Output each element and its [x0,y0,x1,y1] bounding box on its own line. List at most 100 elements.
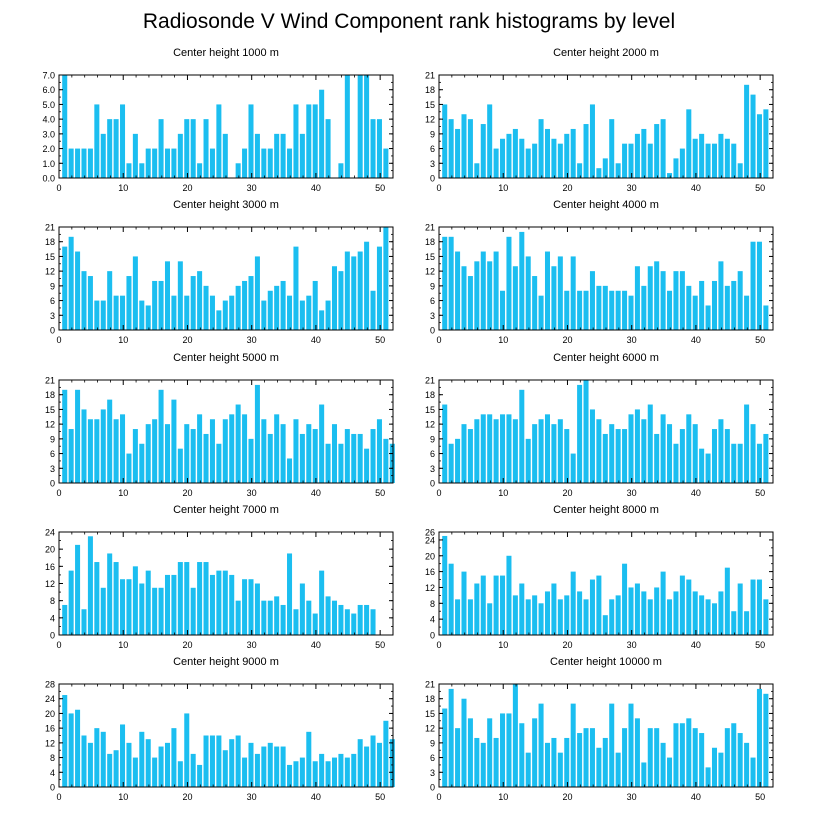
bar [647,143,653,178]
panel-10: Center height 10000 m 0 3 6 9 12 15 18 21 0 10 20 30… [425,656,774,802]
bar [306,731,312,787]
bar [487,414,493,483]
bar [68,236,74,330]
bar [357,251,363,330]
y-tick-label: 1.0 [42,159,55,169]
bar [570,571,576,635]
bar [209,148,215,178]
bar [75,544,81,635]
bar [583,728,589,787]
x-tick-label: 20 [182,488,192,498]
bar [280,746,286,787]
bar [94,104,100,178]
bar [267,433,273,483]
bar [442,708,448,787]
bar [474,737,480,787]
bar [171,148,177,178]
bar [254,133,260,178]
bar [467,276,473,330]
bar [152,148,158,178]
bar [570,128,576,178]
bar [75,251,81,330]
bar [376,119,382,178]
y-tick-label: 24 [45,694,55,704]
y-tick-label: 12 [45,420,55,430]
y-tick-label: 0 [430,174,435,184]
bar [152,587,158,635]
bar [705,305,711,330]
bar [660,742,666,787]
bar [235,600,241,635]
bar [512,266,518,330]
bar [145,570,151,635]
y-tick-label: 6 [430,449,435,459]
x-tick-label: 30 [247,335,257,345]
bar [242,414,248,483]
bar [750,579,756,635]
x-tick-label: 10 [498,488,508,498]
bar [602,285,608,330]
bar [525,438,531,483]
panel-1: Center height 1000 m 0.0 1.0 2.0 3.0 4.0 5.0 6.… [42,47,394,193]
bar [699,448,705,483]
x-tick-label: 0 [436,183,441,193]
x-tick-label: 20 [182,335,192,345]
bar [577,733,583,787]
bar [750,94,756,178]
bar [171,728,177,787]
bar [222,419,228,483]
bar [448,236,454,330]
bar [312,613,318,635]
bar [673,271,679,330]
bar [81,271,87,330]
bar [737,733,743,787]
bar [351,256,357,330]
bar [267,742,273,787]
bar [158,389,164,483]
bar [94,728,100,787]
bar [660,571,666,635]
bar [126,453,132,483]
bar [325,761,331,787]
y-tick-label: 24 [425,535,435,545]
bar [686,718,692,787]
bar [184,295,190,330]
bar [538,703,544,787]
bar [461,571,467,635]
x-tick-label: 50 [375,640,385,650]
y-tick-label: 12 [45,267,55,277]
bar [538,295,544,330]
bar [442,404,448,483]
bar [139,443,145,483]
bar [673,158,679,178]
bar [705,143,711,178]
bar [113,119,119,178]
bar [544,251,551,330]
bar [686,285,692,330]
main-title: Radiosonde V Wind Component rank histogr… [142,10,676,33]
bar [62,389,68,483]
bar [641,419,647,483]
y-tick-label: 0 [430,326,435,336]
bar [364,75,370,178]
bar [319,89,325,178]
bar [577,591,583,635]
bar [197,562,203,635]
bar [448,443,454,483]
x-tick-label: 0 [436,792,441,802]
bar [331,266,338,330]
bar [673,723,679,787]
y-tick-label: 18 [45,390,55,400]
y-tick-label: 21 [425,376,435,386]
bar [113,419,119,483]
bar [383,438,389,483]
bar [107,399,113,483]
bar [756,443,762,483]
bar [75,148,81,178]
x-tick-label: 50 [755,488,765,498]
bar [589,409,595,483]
x-tick-label: 50 [375,488,385,498]
bar [126,742,132,787]
bar [756,114,762,178]
bar [532,143,538,178]
